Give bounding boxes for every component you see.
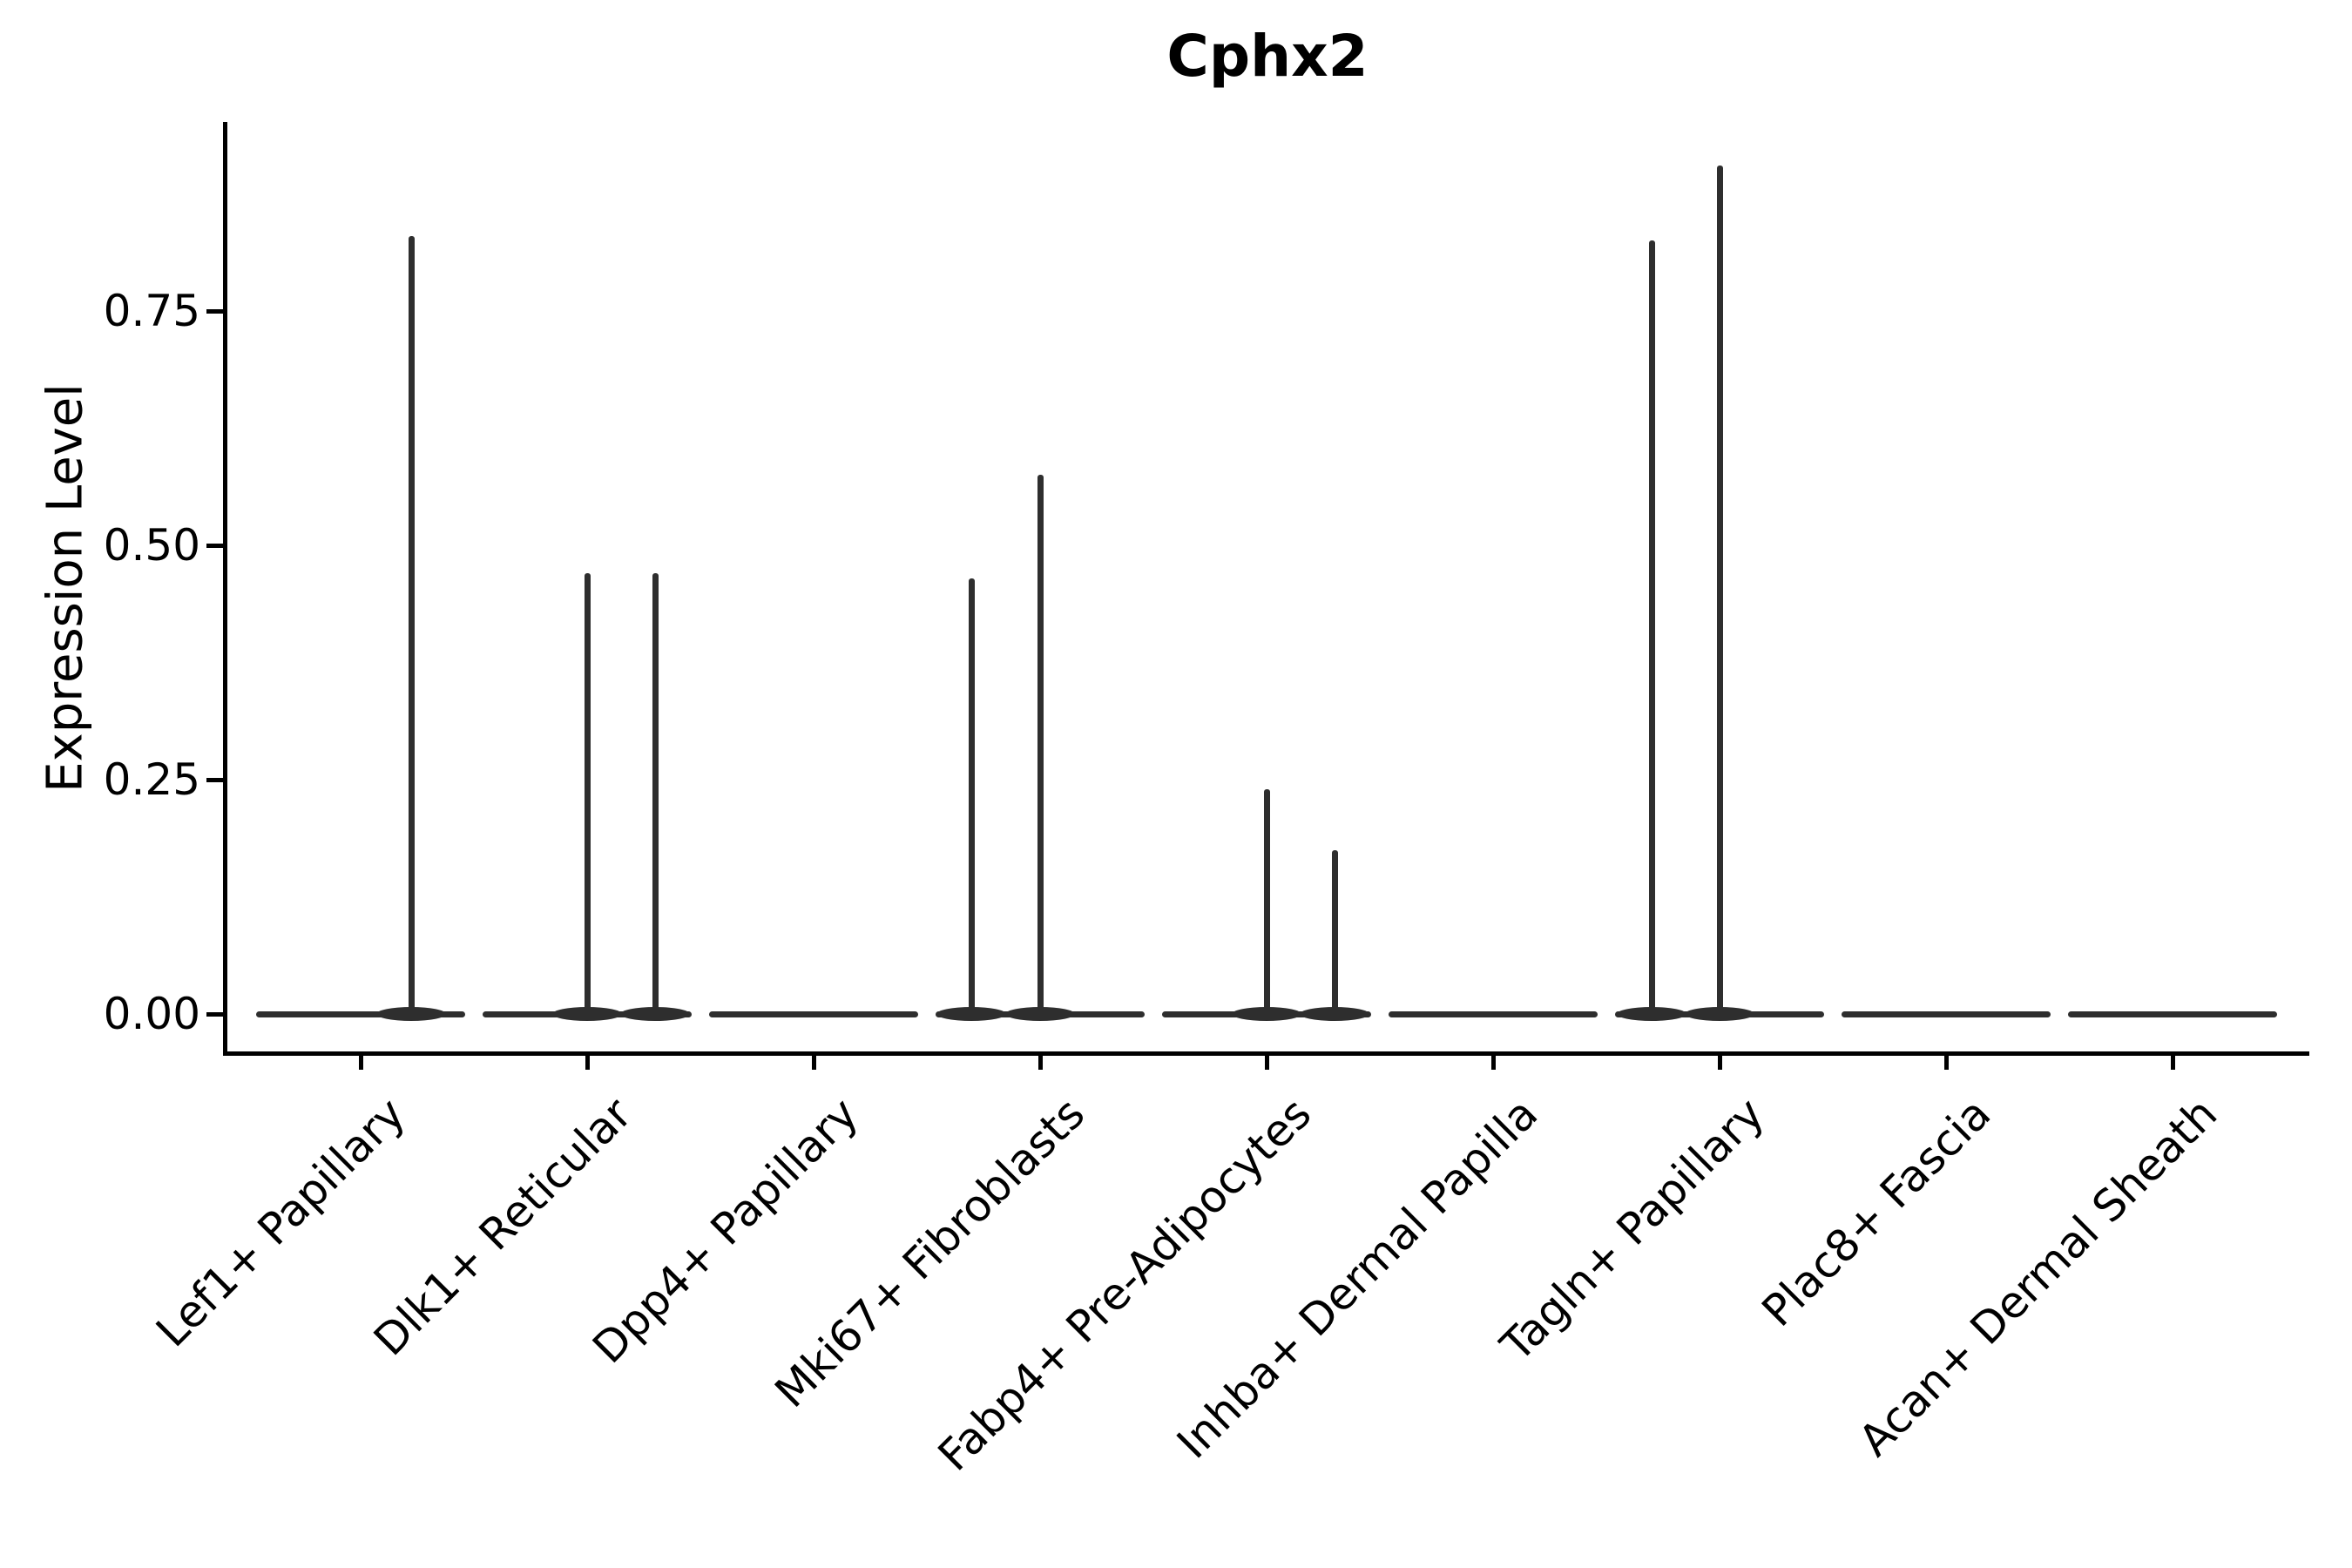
violin-spike [968, 578, 975, 1017]
violin-baseline [2068, 1010, 2277, 1017]
left-axis-spine [223, 122, 227, 1056]
violin-spike [1716, 166, 1723, 1017]
y-tick-label: 0.25 [103, 754, 200, 805]
y-tick [206, 1011, 223, 1017]
y-tick-label: 0.00 [103, 989, 200, 1039]
violin-spike [1648, 240, 1655, 1017]
x-tick [1037, 1053, 1043, 1070]
x-tick [811, 1053, 816, 1070]
violin-baseline [1389, 1010, 1598, 1017]
violin-baseline [256, 1010, 465, 1017]
x-tick-label: Fabp4+ Pre-Adipocytes [928, 1088, 1321, 1481]
x-tick [2170, 1053, 2175, 1070]
x-tick [1717, 1053, 1722, 1070]
x-tick-label: Inhba+ Dermal Papilla [1167, 1088, 1548, 1469]
y-axis-label: Expression Level [37, 383, 94, 793]
y-tick-label: 0.50 [103, 520, 200, 571]
y-tick [206, 543, 223, 548]
violin-spike [652, 573, 659, 1017]
x-tick [1943, 1053, 1949, 1070]
violin-baseline [1842, 1010, 2051, 1017]
y-tick-label: 0.75 [103, 286, 200, 336]
violin-spike [1331, 849, 1338, 1017]
y-tick [206, 308, 223, 314]
violin-spike [1263, 788, 1270, 1017]
x-tick [358, 1053, 363, 1070]
x-tick-label: Lef1+ Papillary [146, 1088, 416, 1357]
violin-spike [1037, 475, 1044, 1017]
y-tick [206, 777, 223, 782]
violin-baseline [709, 1010, 918, 1017]
x-tick [1490, 1053, 1496, 1070]
x-tick [1264, 1053, 1269, 1070]
plot-title: Cphx2 [1166, 23, 1369, 90]
violin-spike [584, 573, 591, 1017]
x-tick-label: Plac8+ Fascia [1752, 1088, 2001, 1337]
violin-spike [408, 235, 415, 1017]
x-tick [585, 1053, 590, 1070]
